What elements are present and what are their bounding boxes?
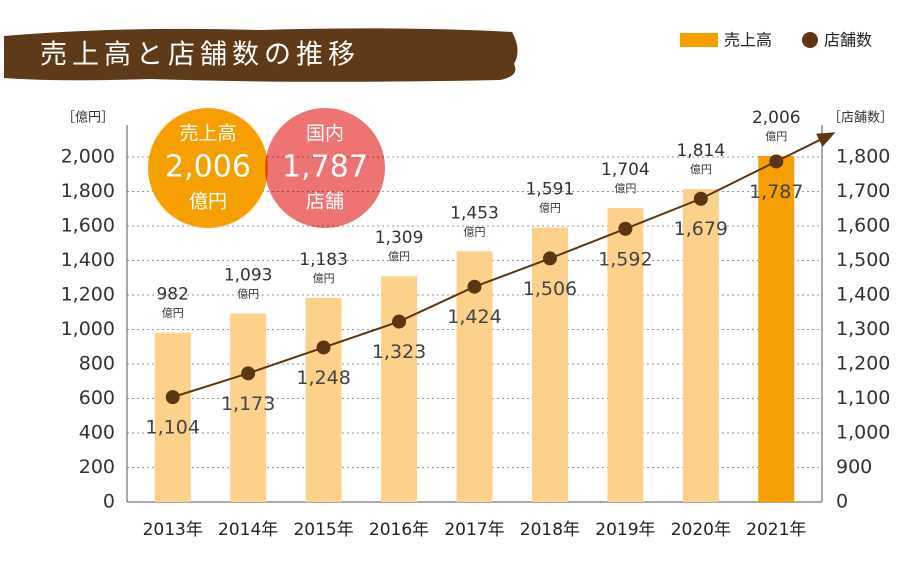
line-value-label: 1,173 (221, 393, 275, 415)
bar (381, 276, 418, 502)
bar (154, 332, 191, 502)
y2-tick-label: 1,100 (836, 387, 890, 409)
line-value-label: 1,592 (598, 248, 652, 270)
x-tick-label: 2015年 (293, 520, 353, 540)
bar-value-unit: 億円 (690, 163, 712, 176)
bar-value-label: 1,309 (375, 228, 424, 248)
bar-value-label: 1,591 (526, 180, 575, 200)
y-tick-label: 1,800 (61, 180, 115, 202)
bar-value-unit: 億円 (162, 307, 184, 320)
y2-tick-label: 1,500 (836, 249, 890, 271)
bar (607, 208, 644, 502)
y-tick-label: 800 (79, 353, 115, 375)
line-point (316, 340, 331, 355)
line-value-label: 1,104 (146, 417, 200, 439)
y2-tick-label: 900 (836, 456, 872, 478)
legend-swatch (802, 32, 818, 48)
legend-swatch (680, 33, 718, 47)
bar-value-label: 1,453 (450, 203, 499, 223)
arrow-head (816, 132, 836, 147)
bar-value-unit: 億円 (313, 272, 335, 285)
bar-value-label: 1,183 (299, 250, 348, 270)
y-tick-label: 1,600 (61, 215, 115, 237)
y-tick-label: 600 (79, 387, 115, 409)
bar-value-unit: 億円 (388, 250, 410, 263)
y-tick-label: 2,000 (61, 146, 115, 168)
annotation-text: 億円 (189, 191, 227, 213)
annotation-circle (148, 108, 268, 228)
x-tick-label: 2019年 (595, 520, 655, 540)
x-tick-label: 2018年 (520, 520, 580, 540)
bar (682, 189, 719, 502)
y2-tick-label: 1,300 (836, 318, 890, 340)
bar (230, 313, 267, 502)
annotation-text: 店舗 (306, 191, 344, 213)
line-value-label: 1,787 (749, 181, 803, 203)
line-value-label: 1,424 (447, 306, 501, 328)
bar (758, 155, 795, 502)
bar-value-label: 1,814 (676, 141, 725, 161)
line-point (542, 251, 557, 266)
title-banner (4, 28, 518, 82)
line-value-label: 1,679 (674, 218, 728, 240)
legend-label: 売上高 (724, 31, 772, 50)
y2-tick-label: 1,800 (836, 146, 890, 168)
bar-value-unit: 億円 (539, 202, 561, 215)
legend-label: 店舗数 (824, 31, 872, 50)
y2-tick-label: 1,600 (836, 215, 890, 237)
y-tick-label: 0 (103, 491, 115, 513)
y2-axis-label: ［店舗数］ (828, 111, 893, 126)
y2-tick-label: 1,400 (836, 284, 890, 306)
bar (531, 227, 568, 503)
annotation-circle (265, 108, 385, 228)
x-tick-label: 2016年 (369, 520, 429, 540)
bar-value-label: 1,093 (224, 265, 273, 285)
line-point (693, 191, 708, 206)
annotation-text: 2,006 (165, 150, 251, 185)
y-tick-label: 1,200 (61, 284, 115, 306)
bar-value-unit: 億円 (765, 130, 787, 143)
x-tick-label: 2020年 (671, 520, 731, 540)
y2-tick-label: 0 (836, 491, 848, 513)
y2-tick-label: 1,700 (836, 180, 890, 202)
annotation-text: 国内 (306, 123, 344, 145)
annotations: 売上高 2,006 億円 国内 1,787 店舗 (148, 108, 385, 228)
line-value-label: 1,323 (372, 341, 426, 363)
chart-title: 売上高と店舗数の推移 (40, 40, 360, 71)
line-value-label: 1,248 (296, 367, 350, 389)
bar-value-label: 982 (156, 285, 188, 305)
line-point (769, 154, 784, 169)
x-tick-label: 2021年 (746, 520, 806, 540)
line-point (241, 366, 256, 381)
y-tick-label: 1,400 (61, 249, 115, 271)
bar-value-label: 1,704 (601, 160, 650, 180)
bar-value-label: 2,006 (752, 108, 801, 128)
x-tick-label: 2017年 (444, 520, 504, 540)
y-tick-label: 1,000 (61, 318, 115, 340)
annotation-text: 売上高 (179, 123, 236, 145)
annotation-text: 1,787 (282, 150, 368, 185)
bar-value-unit: 億円 (614, 182, 636, 195)
bar (305, 297, 342, 502)
y2-tick-label: 1,200 (836, 353, 890, 375)
x-tick-label: 2013年 (143, 520, 203, 540)
y-tick-label: 200 (79, 456, 115, 478)
line-point (392, 314, 407, 329)
y-axis-label: ［億円］ (62, 110, 114, 126)
bar-value-unit: 億円 (237, 287, 259, 300)
y-tick-label: 400 (79, 422, 115, 444)
line-point (467, 279, 482, 294)
line-point (618, 221, 633, 236)
bar-value-unit: 億円 (464, 225, 486, 238)
line-value-label: 1,506 (523, 278, 577, 300)
y2-tick-label: 1,000 (836, 422, 890, 444)
x-tick-label: 2014年 (218, 520, 278, 540)
line-point (165, 390, 180, 405)
